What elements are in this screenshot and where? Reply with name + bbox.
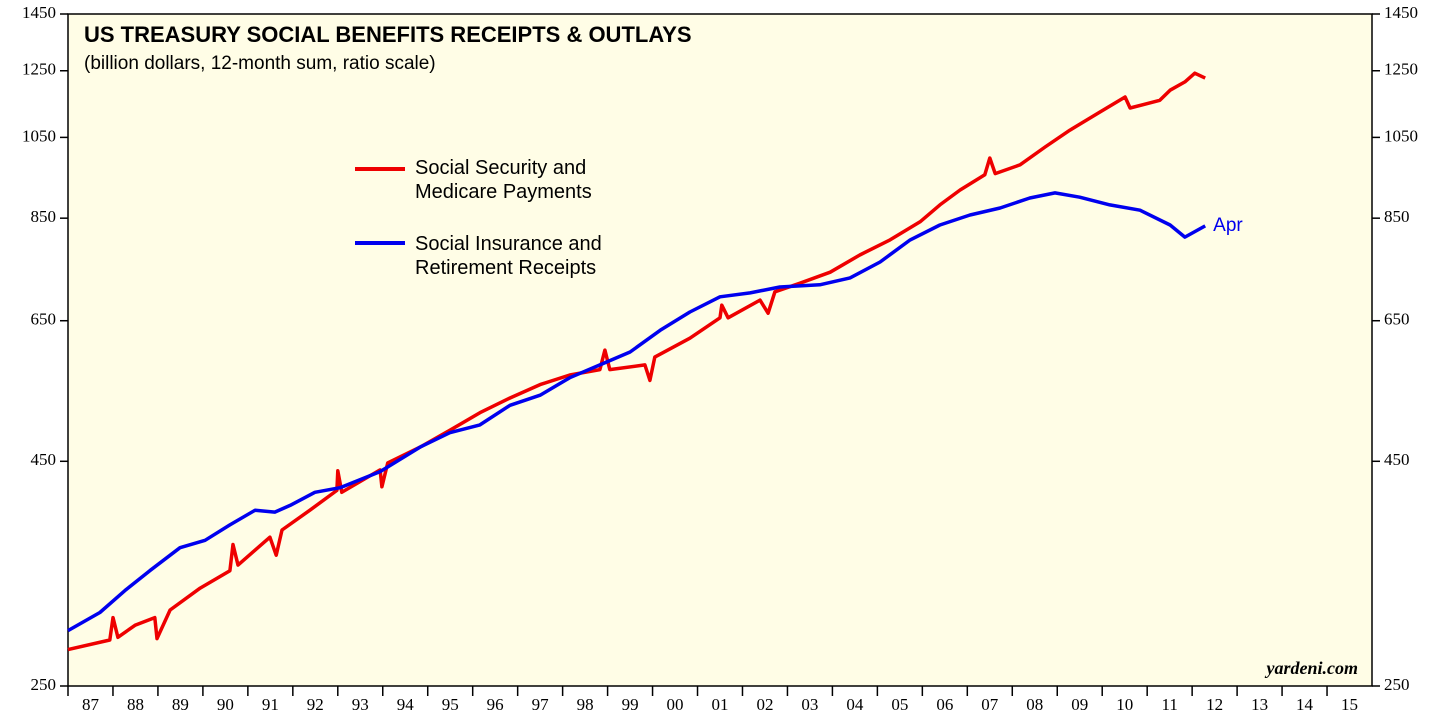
y-tick-label: 1050 [22, 126, 56, 145]
y-tick-label: 1250 [22, 60, 56, 79]
x-tick-label: 99 [622, 695, 639, 714]
x-tick-label: 87 [82, 695, 100, 714]
plot-area [67, 13, 1373, 687]
x-tick-label: 89 [172, 695, 189, 714]
x-tick-label: 91 [262, 695, 279, 714]
x-tick-label: 96 [487, 695, 504, 714]
x-tick-label: 05 [891, 695, 908, 714]
x-tick-label: 00 [667, 695, 684, 714]
annotation: Apr [1213, 215, 1243, 236]
y-tick-label: 250 [1384, 675, 1410, 694]
x-tick-label: 07 [981, 695, 999, 714]
y-tick-label: 650 [1384, 310, 1410, 329]
y-tick-label: 650 [31, 310, 57, 329]
x-tick-label: 02 [756, 695, 773, 714]
chart-subtitle: (billion dollars, 12-month sum, ratio sc… [84, 53, 436, 74]
y-tick-label: 850 [31, 207, 57, 226]
x-tick-label: 09 [1071, 695, 1088, 714]
y-tick-label: 250 [31, 675, 57, 694]
x-tick-label: 95 [442, 695, 459, 714]
x-tick-label: 03 [801, 695, 818, 714]
x-tick-label: 97 [532, 695, 550, 714]
x-tick-label: 10 [1116, 695, 1133, 714]
x-tick-label: 98 [577, 695, 594, 714]
x-tick-label: 13 [1251, 695, 1268, 714]
y-tick-label: 450 [31, 450, 57, 469]
x-tick-label: 12 [1206, 695, 1223, 714]
x-tick-label: 06 [936, 695, 953, 714]
series-line [67, 191, 1207, 633]
y-tick-label: 1450 [22, 3, 56, 22]
x-tick-label: 92 [307, 695, 324, 714]
x-tick-label: 15 [1341, 695, 1358, 714]
x-tick-label: 94 [397, 695, 415, 714]
y-tick-label: 850 [1384, 207, 1410, 226]
source: yardeni.com [1265, 658, 1359, 678]
x-tick-label: 08 [1026, 695, 1043, 714]
y-tick-label: 1250 [1384, 60, 1418, 79]
x-tick-label: 90 [217, 695, 234, 714]
y-tick-label: 450 [1384, 450, 1410, 469]
x-tick-label: 93 [352, 695, 369, 714]
x-tick-label: 14 [1296, 695, 1314, 714]
x-tick-label: 04 [846, 695, 864, 714]
x-tick-label: 11 [1161, 695, 1177, 714]
x-tick-label: 01 [712, 695, 729, 714]
x-tick-label: 88 [127, 695, 144, 714]
series-line [67, 71, 1206, 652]
y-tick-label: 1450 [1384, 3, 1418, 22]
y-tick-label: 1050 [1384, 126, 1418, 145]
chart-title: US TREASURY SOCIAL BENEFITS RECEIPTS & O… [84, 22, 692, 47]
legend-label: Social Insurance and Retirement Receipts [415, 233, 602, 279]
legend-label: Social Security and Medicare Payments [415, 157, 592, 203]
